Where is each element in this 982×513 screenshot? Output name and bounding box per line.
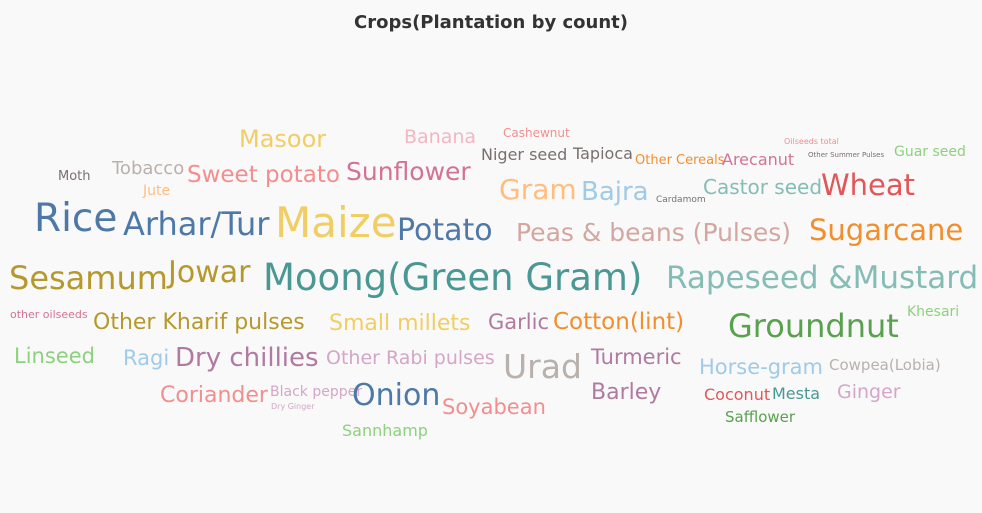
word-jowar: Jowar <box>166 255 251 290</box>
word-dry-ginger: Dry Ginger <box>271 402 315 411</box>
word-guar-seed: Guar seed <box>894 144 966 160</box>
word-masoor: Masoor <box>239 125 326 153</box>
word-bajra: Bajra <box>581 177 649 207</box>
word-oilseeds-total: Oilseeds total <box>784 137 839 146</box>
word-mesta: Mesta <box>772 384 820 403</box>
word-sannhamp: Sannhamp <box>342 421 428 440</box>
word-gram: Gram <box>499 173 577 206</box>
word-horse-gram: Horse-gram <box>699 355 823 379</box>
word-other-cereals: Other Cereals <box>635 153 725 168</box>
word-ragi: Ragi <box>123 346 169 370</box>
word-tobacco: Tobacco <box>111 158 184 179</box>
word-ginger: Ginger <box>837 381 901 403</box>
word-other-summer-pulses: Other Summer Pulses <box>808 151 884 159</box>
word-garlic: Garlic <box>488 310 549 334</box>
word-wheat: Wheat <box>821 168 915 202</box>
word-cardamom: Cardamom <box>656 195 706 205</box>
word-castor-seed: Castor seed <box>703 175 822 199</box>
word-moth: Moth <box>58 169 91 184</box>
word-arecanut: Arecanut <box>722 150 794 169</box>
chart-title: Crops(Plantation by count) <box>354 12 628 33</box>
word-moong-green-gram: Moong(Green Gram) <box>263 256 642 299</box>
word-potato: Potato <box>397 213 493 248</box>
word-sweet-potato: Sweet potato <box>187 162 340 188</box>
word-coriander: Coriander <box>160 383 269 408</box>
word-safflower: Safflower <box>725 408 796 426</box>
word-tapioca: Tapioca <box>572 144 633 163</box>
word-cowpea-lobia: Cowpea(Lobia) <box>829 356 941 374</box>
word-cashewnut: Cashewnut <box>503 126 570 140</box>
word-rice: Rice <box>34 196 117 241</box>
word-sugarcane: Sugarcane <box>809 213 963 247</box>
word-maize: Maize <box>275 198 397 247</box>
word-small-millets: Small millets <box>329 311 471 336</box>
word-soyabean: Soyabean <box>442 395 546 419</box>
word-linseed: Linseed <box>14 344 95 368</box>
word-barley: Barley <box>591 380 661 405</box>
word-coconut: Coconut <box>704 385 770 404</box>
word-other-oilseeds: other oilseeds <box>10 308 88 321</box>
word-cotton-lint: Cotton(lint) <box>553 309 684 335</box>
word-other-rabi-pulses: Other Rabi pulses <box>326 347 495 369</box>
word-sunflower: Sunflower <box>346 157 471 186</box>
word-urad: Urad <box>503 347 582 386</box>
word-black-pepper: Black pepper <box>270 384 362 400</box>
word-rapeseed-mustard: Rapeseed &Mustard <box>666 260 978 296</box>
word-banana: Banana <box>404 126 476 148</box>
word-turmeric: Turmeric <box>590 345 682 369</box>
word-other-kharif-pulses: Other Kharif pulses <box>93 310 305 335</box>
word-onion: Onion <box>352 378 440 413</box>
word-jute: Jute <box>142 183 170 199</box>
word-niger-seed: Niger seed <box>481 145 567 164</box>
word-arhar-tur: Arhar/Tur <box>123 205 270 243</box>
word-peas-beans-pulses: Peas & beans (Pulses) <box>516 218 791 247</box>
word-groundnut: Groundnut <box>728 307 899 345</box>
word-sesamum: Sesamum <box>9 259 168 297</box>
word-khesari: Khesari <box>907 304 959 320</box>
word-dry-chillies: Dry chillies <box>175 343 319 373</box>
